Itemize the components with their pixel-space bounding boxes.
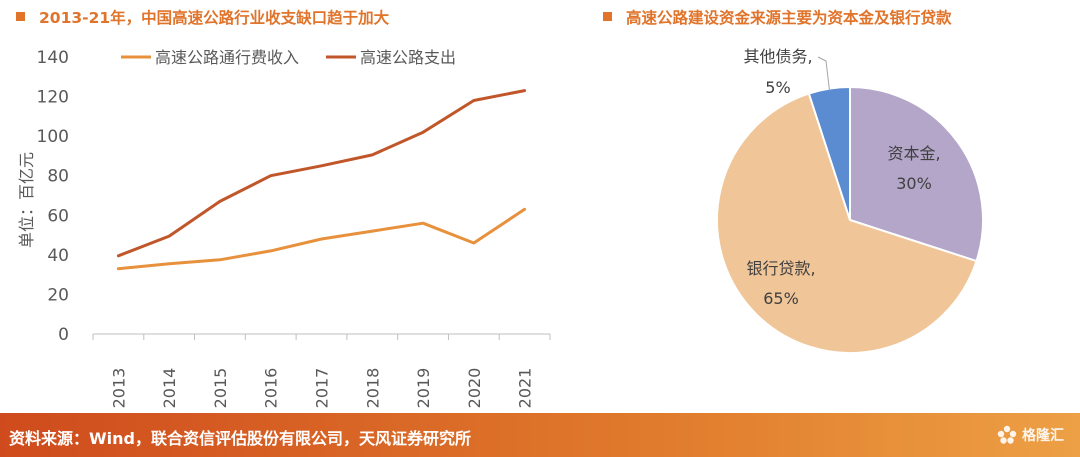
title-bullet — [16, 12, 25, 21]
title-bullet — [603, 12, 612, 21]
pie-slice — [716, 92, 978, 354]
pie-value-label: 5% — [765, 78, 790, 97]
right-panel-title: 高速公路建设资金来源主要为资本金及银行贷款 — [603, 6, 952, 30]
line-chart: 0 20 40 60 80 100 120 140 2013 2014 2015 2016 2017 20… — [17, 48, 551, 409]
y-tick-label: 60 — [47, 206, 69, 226]
y-tick-label: 40 — [47, 246, 69, 266]
pie-label: 其他债务, — [743, 47, 812, 66]
pie-value-label: 30% — [896, 174, 932, 193]
pie-slice — [849, 85, 984, 263]
logo-text: 格隆汇 — [1022, 428, 1064, 444]
x-tick-label: 2013 — [109, 368, 128, 409]
x-tick-label: 2014 — [160, 368, 179, 409]
x-tick-label: 2017 — [313, 368, 332, 409]
y-tick-label: 20 — [47, 285, 69, 305]
y-axis-title: 单位：百亿元 — [17, 152, 36, 248]
pie-label: 资本金, — [887, 144, 940, 163]
x-tick-label: 2016 — [262, 368, 281, 409]
left-title-text: 2013-21年，中国高速公路行业收支缺口趋于加大 — [39, 9, 390, 27]
y-tick-label: 140 — [37, 48, 69, 68]
pie-label: 银行贷款, — [746, 259, 815, 278]
x-tick-label: 2019 — [414, 368, 433, 409]
right-title-text: 高速公路建设资金来源主要为资本金及银行贷款 — [626, 9, 952, 27]
leader-line — [817, 56, 830, 91]
legend-label: 高速公路通行费收入 — [155, 48, 299, 67]
y-tick-label: 120 — [37, 88, 69, 108]
y-tick-label: 0 — [58, 325, 69, 345]
x-tick-label: 2018 — [363, 368, 382, 409]
y-tick-label: 100 — [37, 127, 69, 147]
watermark-logo: 格隆汇 — [996, 423, 1064, 447]
flower-icon — [997, 425, 1017, 444]
x-tick-label: 2021 — [516, 368, 535, 409]
x-tick-label: 2020 — [465, 368, 484, 409]
source-footer: 资料来源：Wind，联合资信评估股份有限公司，天风证券研究所 格隆汇 — [0, 413, 1080, 457]
pie-value-label: 65% — [763, 289, 799, 308]
series-line-2 — [116, 89, 527, 258]
left-panel-title: 2013-21年，中国高速公路行业收支缺口趋于加大 — [16, 6, 389, 30]
x-tick-label: 2015 — [211, 368, 230, 409]
pie-slice — [807, 85, 851, 221]
source-text: 资料来源：Wind，联合资信评估股份有限公司，天风证券研究所 — [9, 429, 471, 448]
series-line-1 — [116, 207, 527, 271]
legend-label: 高速公路支出 — [360, 48, 456, 67]
y-tick-label: 80 — [47, 167, 69, 187]
